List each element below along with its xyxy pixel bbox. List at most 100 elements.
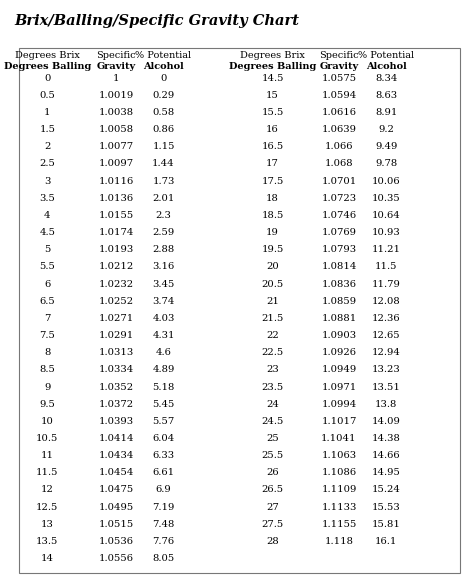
Text: 1.0313: 1.0313 <box>99 348 134 357</box>
Text: 24.5: 24.5 <box>261 417 284 426</box>
Text: 18: 18 <box>266 194 279 203</box>
Text: 9.49: 9.49 <box>375 142 398 151</box>
Text: 10.5: 10.5 <box>36 434 59 443</box>
Text: 1.0414: 1.0414 <box>99 434 134 443</box>
Text: 17.5: 17.5 <box>261 177 284 186</box>
Text: 14.66: 14.66 <box>372 451 401 460</box>
Text: 1.44: 1.44 <box>152 160 175 168</box>
Text: Gravity: Gravity <box>97 62 136 71</box>
Text: 16.1: 16.1 <box>375 537 398 546</box>
Text: 12.36: 12.36 <box>372 314 401 323</box>
Text: 1.0193: 1.0193 <box>99 245 134 254</box>
Text: 22: 22 <box>266 331 279 340</box>
Text: 4.03: 4.03 <box>152 314 175 323</box>
Text: 4.89: 4.89 <box>152 365 175 374</box>
Text: 1.0903: 1.0903 <box>321 331 356 340</box>
Text: 1.5: 1.5 <box>39 125 55 134</box>
Text: 8.63: 8.63 <box>375 91 397 100</box>
Text: 25.5: 25.5 <box>262 451 283 460</box>
Text: 1.068: 1.068 <box>325 160 353 168</box>
Text: 21: 21 <box>266 297 279 306</box>
Text: 6: 6 <box>44 280 51 289</box>
Text: Specific: Specific <box>319 51 359 60</box>
Text: 3.45: 3.45 <box>152 280 175 289</box>
Text: 2.3: 2.3 <box>155 211 172 220</box>
Text: 7: 7 <box>44 314 51 323</box>
Text: 14.38: 14.38 <box>372 434 401 443</box>
Text: 5.18: 5.18 <box>152 383 175 392</box>
Text: 23.5: 23.5 <box>262 383 283 392</box>
Text: 14: 14 <box>41 554 54 563</box>
Text: 2.01: 2.01 <box>152 194 175 203</box>
Text: 26: 26 <box>266 468 279 477</box>
Text: 18.5: 18.5 <box>261 211 284 220</box>
Text: 12.5: 12.5 <box>36 503 59 512</box>
Text: 8.91: 8.91 <box>375 108 398 117</box>
Text: 16.5: 16.5 <box>262 142 283 151</box>
Text: 1.0155: 1.0155 <box>99 211 134 220</box>
Text: 1.066: 1.066 <box>325 142 353 151</box>
Text: 1.0372: 1.0372 <box>99 400 134 409</box>
Text: 1.0616: 1.0616 <box>321 108 356 117</box>
Text: 1.0334: 1.0334 <box>99 365 134 374</box>
Text: 15.5: 15.5 <box>261 108 284 117</box>
Text: Degrees Balling: Degrees Balling <box>229 62 316 71</box>
Text: 8.34: 8.34 <box>375 74 398 83</box>
Text: 13.5: 13.5 <box>36 537 59 546</box>
Text: 14.95: 14.95 <box>372 468 401 477</box>
Text: 8.05: 8.05 <box>153 554 174 563</box>
Text: Gravity: Gravity <box>319 62 358 71</box>
Text: 10.06: 10.06 <box>372 177 401 186</box>
Text: 7.5: 7.5 <box>39 331 55 340</box>
Text: 1.0475: 1.0475 <box>99 485 134 495</box>
Text: 0.58: 0.58 <box>153 108 174 117</box>
Text: 19: 19 <box>266 228 279 237</box>
Text: 1.0252: 1.0252 <box>99 297 134 306</box>
Text: 7.76: 7.76 <box>153 537 174 546</box>
Text: 1.0769: 1.0769 <box>321 228 356 237</box>
Text: 12.94: 12.94 <box>372 348 401 357</box>
Text: 1.1063: 1.1063 <box>321 451 356 460</box>
Text: Degrees Balling: Degrees Balling <box>4 62 91 71</box>
Text: 6.61: 6.61 <box>153 468 174 477</box>
Text: 19.5: 19.5 <box>261 245 284 254</box>
Text: 17: 17 <box>266 160 279 168</box>
Text: 2: 2 <box>44 142 51 151</box>
Text: 20.5: 20.5 <box>262 280 283 289</box>
Text: 1.1017: 1.1017 <box>321 417 356 426</box>
Text: 1.0949: 1.0949 <box>321 365 356 374</box>
Text: 1.73: 1.73 <box>152 177 175 186</box>
Text: 1.0352: 1.0352 <box>99 383 134 392</box>
Text: 1.0291: 1.0291 <box>99 331 134 340</box>
Text: 16: 16 <box>266 125 279 134</box>
Text: 5.5: 5.5 <box>39 262 55 271</box>
Text: 13.8: 13.8 <box>375 400 398 409</box>
Text: 27.5: 27.5 <box>262 520 283 529</box>
Text: 1: 1 <box>113 74 119 83</box>
Text: 13.23: 13.23 <box>372 365 401 374</box>
Text: 10.64: 10.64 <box>372 211 401 220</box>
Text: 1.0701: 1.0701 <box>321 177 356 186</box>
Text: 11.5: 11.5 <box>36 468 59 477</box>
Text: Alcohol: Alcohol <box>366 62 407 71</box>
Text: 13.51: 13.51 <box>372 383 401 392</box>
Text: 9: 9 <box>44 383 51 392</box>
Text: 1.0038: 1.0038 <box>99 108 134 117</box>
Text: 1.0926: 1.0926 <box>321 348 356 357</box>
Text: 5.45: 5.45 <box>152 400 175 409</box>
Text: 8.5: 8.5 <box>39 365 55 374</box>
Text: 10.93: 10.93 <box>372 228 401 237</box>
Text: 4.6: 4.6 <box>155 348 172 357</box>
Text: 1.0859: 1.0859 <box>321 297 356 306</box>
Text: 11.79: 11.79 <box>372 280 401 289</box>
Text: 4: 4 <box>44 211 51 220</box>
Text: 1.0515: 1.0515 <box>99 520 134 529</box>
Text: 1.0536: 1.0536 <box>99 537 134 546</box>
Text: 7.19: 7.19 <box>152 503 175 512</box>
Text: 6.04: 6.04 <box>153 434 174 443</box>
Text: 1.1133: 1.1133 <box>321 503 356 512</box>
Text: 0.5: 0.5 <box>39 91 55 100</box>
Text: 1.0019: 1.0019 <box>99 91 134 100</box>
Text: 1.15: 1.15 <box>152 142 175 151</box>
Text: 1.0116: 1.0116 <box>99 177 134 186</box>
